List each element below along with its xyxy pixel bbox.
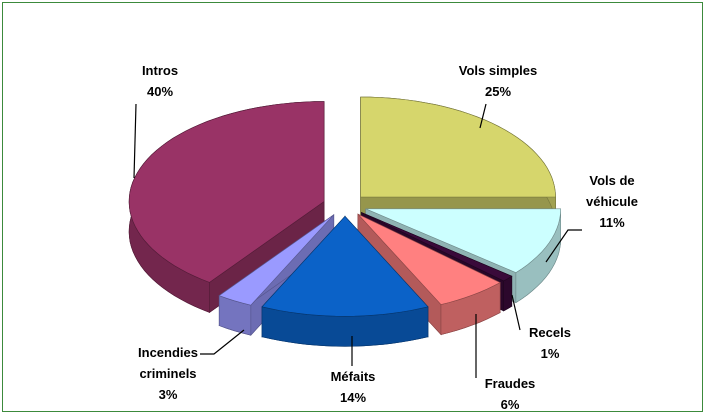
slice-value: 3% [158,387,178,402]
pie-slice [360,96,556,228]
pie-slice [261,215,429,347]
slice-name: Incendies criminels [138,345,198,381]
slice-top [128,101,325,283]
slice-label: Vols simples 25% [448,60,548,102]
leader-line [479,103,487,129]
slice-value: 14% [339,390,367,405]
slice-name: Recels [529,325,571,340]
leader-line [545,229,582,263]
slice-name: Fraudes [484,376,536,391]
slice-value: 11% [599,215,625,230]
leader-line [133,103,137,179]
slice-top [361,212,513,282]
slice-top [357,213,501,305]
slice-label: Intros 40% [110,60,210,102]
slice-label: Méfaits 14% [303,366,403,408]
leader-lines [133,103,582,378]
slice-top [261,215,429,317]
slice-top [360,96,556,198]
slice-name: Vols simples [458,63,538,78]
slice-value: 1% [540,346,560,361]
slice-value: 25% [484,84,512,99]
slice-name: Intros [141,63,179,78]
slice-label: Incendies criminels 3% [108,342,228,405]
slice-name: Méfaits [330,369,376,384]
slice-label: Vols de véhicule 11% [572,170,652,233]
leader-line [200,329,245,355]
slice-name: Vols de véhicule [586,173,639,209]
pie-slice [128,101,325,313]
slice-value: 6% [500,397,520,412]
slice-top [218,214,335,306]
slice-value: 40% [146,84,174,99]
leader-line [511,294,521,331]
slice-wall [503,275,513,312]
slice-label: Recels 1% [520,322,580,364]
slice-top [365,208,562,273]
slice-label: Fraudes 6% [470,373,550,414]
